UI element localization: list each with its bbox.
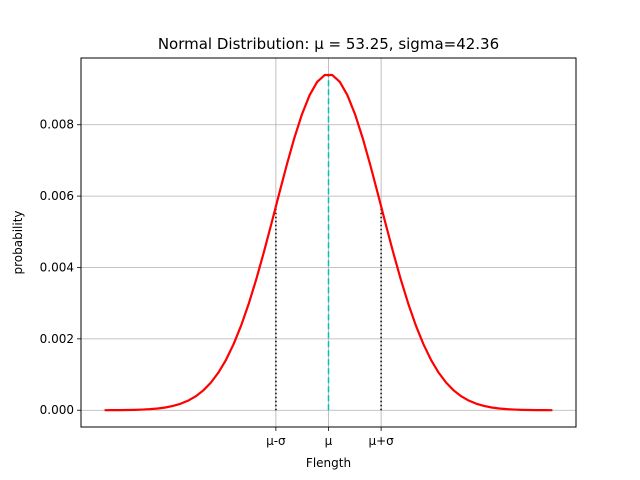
y-tick-label-0: 0.000 — [40, 403, 74, 417]
y-tick-label-2: 0.004 — [40, 260, 74, 274]
y-tick-label-4: 0.008 — [40, 118, 74, 132]
normal-curve — [104, 73, 553, 412]
x-tick-label-1: μ — [325, 434, 333, 448]
y-axis-ticks: 0.000 0.002 0.004 0.006 0.008 — [40, 118, 81, 417]
x-axis-label: Flength — [306, 456, 351, 470]
y-axis-label: probability — [11, 210, 25, 274]
chart-title: Normal Distribution: μ = 53.25, sigma=42… — [158, 35, 499, 53]
y-tick-label-3: 0.006 — [40, 189, 74, 203]
plot-area — [104, 73, 553, 412]
y-tick-label-1: 0.002 — [40, 332, 74, 346]
x-tick-label-2: μ+σ — [368, 434, 394, 448]
x-tick-label-0: μ-σ — [266, 434, 286, 448]
x-axis-ticks: μ-σ μ μ+σ — [266, 427, 394, 448]
